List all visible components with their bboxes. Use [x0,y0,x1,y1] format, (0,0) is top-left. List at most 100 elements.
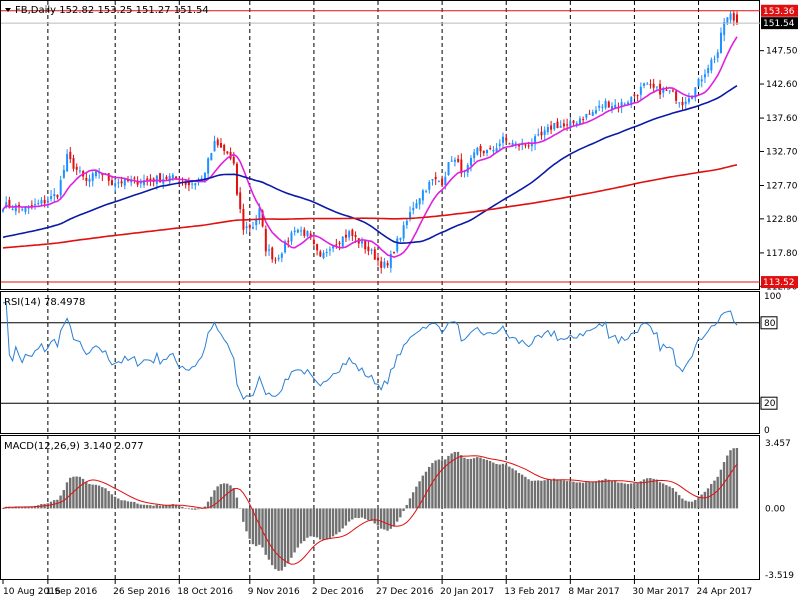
candle-body [460,159,463,174]
candle-body [623,103,626,105]
macd-bar [729,450,732,509]
candle-body [418,198,421,205]
candle-body [713,58,716,60]
candle-body [652,83,655,88]
high-price-tag: 153.36 [763,7,795,17]
macd-bar [203,506,207,509]
macd-bar [456,451,460,509]
candle-body [37,203,40,205]
price-tick-label: 127.70 [766,181,798,191]
rsi-tick-label: 80 [764,319,776,329]
candle-body [723,22,726,36]
macd-bar [149,505,152,509]
candle-body [646,83,649,85]
macd-bar [572,481,575,509]
candle-body [59,180,62,196]
candle-body [312,239,315,244]
date-label: 8 Mar 2017 [568,587,619,597]
date-label: 30 Mar 2017 [632,587,689,597]
macd-bar [85,481,88,509]
macd-bar [492,462,495,509]
candle-body [53,194,56,197]
macd-bar [722,462,726,509]
candle-body [290,232,293,242]
macd-bar [312,508,316,537]
date-label: 26 Sep 2016 [113,587,170,597]
macd-bar [415,486,418,509]
rsi-pane[interactable] [0,291,760,434]
macd-bar [299,508,303,544]
macd-bar [338,508,341,533]
triangle-down-icon[interactable] [5,8,11,12]
ma-10-line [2,36,738,258]
candle-body [69,151,72,160]
macd-bar [527,479,530,509]
macd-bar [232,488,235,509]
candle-body [489,148,492,150]
candle-body [457,158,460,162]
ma-50-line [2,85,738,245]
macd-bar [322,508,325,540]
macd-bar [444,459,447,509]
macd-bar [649,478,652,509]
candle-body [364,240,367,250]
candle-body [511,142,514,147]
macd-bar [591,481,594,509]
macd-bar [585,482,588,509]
candle-body [377,257,380,261]
macd-bar [546,479,549,509]
candle-body [409,212,412,219]
macd-tick-label: 0.00 [765,504,785,514]
macd-bar [543,480,546,509]
candle-body [56,194,59,198]
macd-bar [620,482,623,509]
macd-bar [165,505,168,509]
candle-body [566,124,569,126]
candle-body [114,183,117,186]
macd-bar [261,508,264,548]
macd-bar [405,505,408,509]
macd-bar [200,508,203,509]
macd-bar [174,504,178,509]
macd-bar [613,481,617,509]
rsi-series [1,302,759,404]
candle-body [719,32,722,54]
candle-body [591,112,594,116]
macd-bar [665,485,668,509]
macd-tick-label: -3.519 [765,571,794,581]
macd-bar [661,483,665,509]
low-price-tag-bg [761,276,798,289]
candle-body [232,156,235,164]
candle-body [562,123,565,127]
candle-body [8,199,11,208]
candle-body [485,149,488,154]
candle-body [274,259,277,261]
macd-bar [453,451,457,509]
candle-body [78,170,81,172]
macd-bar [617,482,620,509]
candle-body [143,180,146,185]
rsi-level-box [760,316,778,330]
macd-bar [360,508,364,518]
macd-bar [290,508,293,558]
candle-body [264,228,267,252]
candle-body [534,136,537,145]
macd-bar [645,478,649,509]
candle-body [5,202,8,208]
rsi-tick-label: 100 [764,292,781,302]
candle-body [678,102,681,104]
price-pane[interactable] [0,0,760,290]
candle-body [662,89,665,93]
macd-bar [94,484,98,509]
macd-bar [177,505,181,509]
macd-bar [181,506,184,509]
candle-body [88,178,91,182]
candle-body [444,176,447,186]
candle-body [681,101,684,106]
macd-bar [719,469,723,509]
candle-body [207,158,210,174]
candle-body [450,160,453,162]
candle-body [412,207,415,211]
candle-body [569,121,572,128]
